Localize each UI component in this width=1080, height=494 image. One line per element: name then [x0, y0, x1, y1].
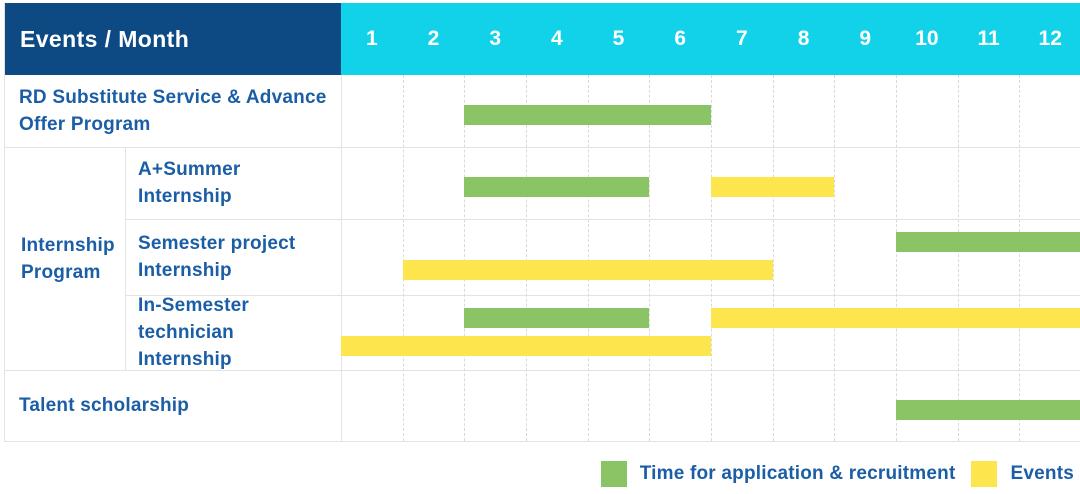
month-gridline [1019, 75, 1021, 441]
event-row-label: RD Substitute Service & Advance Offer Pr… [19, 87, 327, 135]
month-header-cell: 2 [427, 27, 440, 50]
bar-events [711, 308, 1080, 328]
month-header-cell: 10 [915, 27, 939, 50]
month-gridline [464, 75, 466, 441]
bar-events [402, 260, 773, 280]
event-row-label: Semester project Internship [138, 233, 296, 281]
month-header-cell: 8 [797, 27, 810, 50]
month-gridline [834, 75, 836, 441]
month-gridline [772, 75, 774, 441]
month-header-cell: 7 [736, 27, 748, 50]
bar-application-recruitment [896, 400, 1080, 420]
bar-application-recruitment [896, 232, 1080, 252]
events-month-header: Events / Month [5, 3, 341, 75]
month-header-cell: 9 [859, 27, 872, 50]
month-gridline [957, 75, 959, 441]
month-header-cell: 5 [612, 27, 625, 50]
legend-label-events: Events [1010, 463, 1074, 484]
bar-events [341, 336, 711, 356]
event-row-label: A+Summer Internship [138, 159, 241, 207]
month-header-row: 1 2 3 4 5 6 7 8 9 10 11 12 [341, 3, 1080, 75]
bar-application-recruitment [464, 177, 650, 197]
month-gridline [896, 75, 897, 441]
month-header-cell: 12 [1038, 27, 1062, 50]
label-months-divider [341, 75, 342, 441]
month-header-cell: 4 [551, 27, 563, 50]
legend: Time for application & recruitment Event… [600, 461, 1074, 487]
legend-item-events: Events [971, 461, 1074, 487]
legend-label-application: Time for application & recruitment [639, 463, 956, 484]
month-header-cell: 3 [489, 27, 502, 50]
month-gridline [402, 75, 404, 441]
month-header-cell: 6 [674, 27, 687, 50]
month-gridline [526, 75, 527, 441]
month-header-cell: 1 [365, 27, 378, 50]
application-swatch-icon [600, 461, 627, 487]
month-gridline [587, 75, 589, 441]
events-swatch-icon [971, 461, 998, 487]
event-row-label: In-Semester technician Internship [138, 295, 249, 370]
bar-application-recruitment [464, 105, 711, 125]
event-row-label: Talent scholarship [19, 395, 190, 416]
table-header: Events / Month 1 2 3 4 5 6 7 8 9 10 11 12 [5, 3, 1080, 75]
month-header-cell: 11 [977, 27, 1000, 50]
group-label-internship-program: Internship Program [21, 234, 115, 283]
month-gridline [649, 75, 651, 441]
bar-application-recruitment [464, 308, 650, 328]
month-gridline [711, 75, 712, 441]
legend-item-application: Time for application & recruitment [600, 461, 956, 487]
gantt-table: Events / Month 1 2 3 4 5 6 7 8 9 10 11 12 Internshi… [4, 3, 1080, 442]
bar-events [711, 177, 835, 197]
